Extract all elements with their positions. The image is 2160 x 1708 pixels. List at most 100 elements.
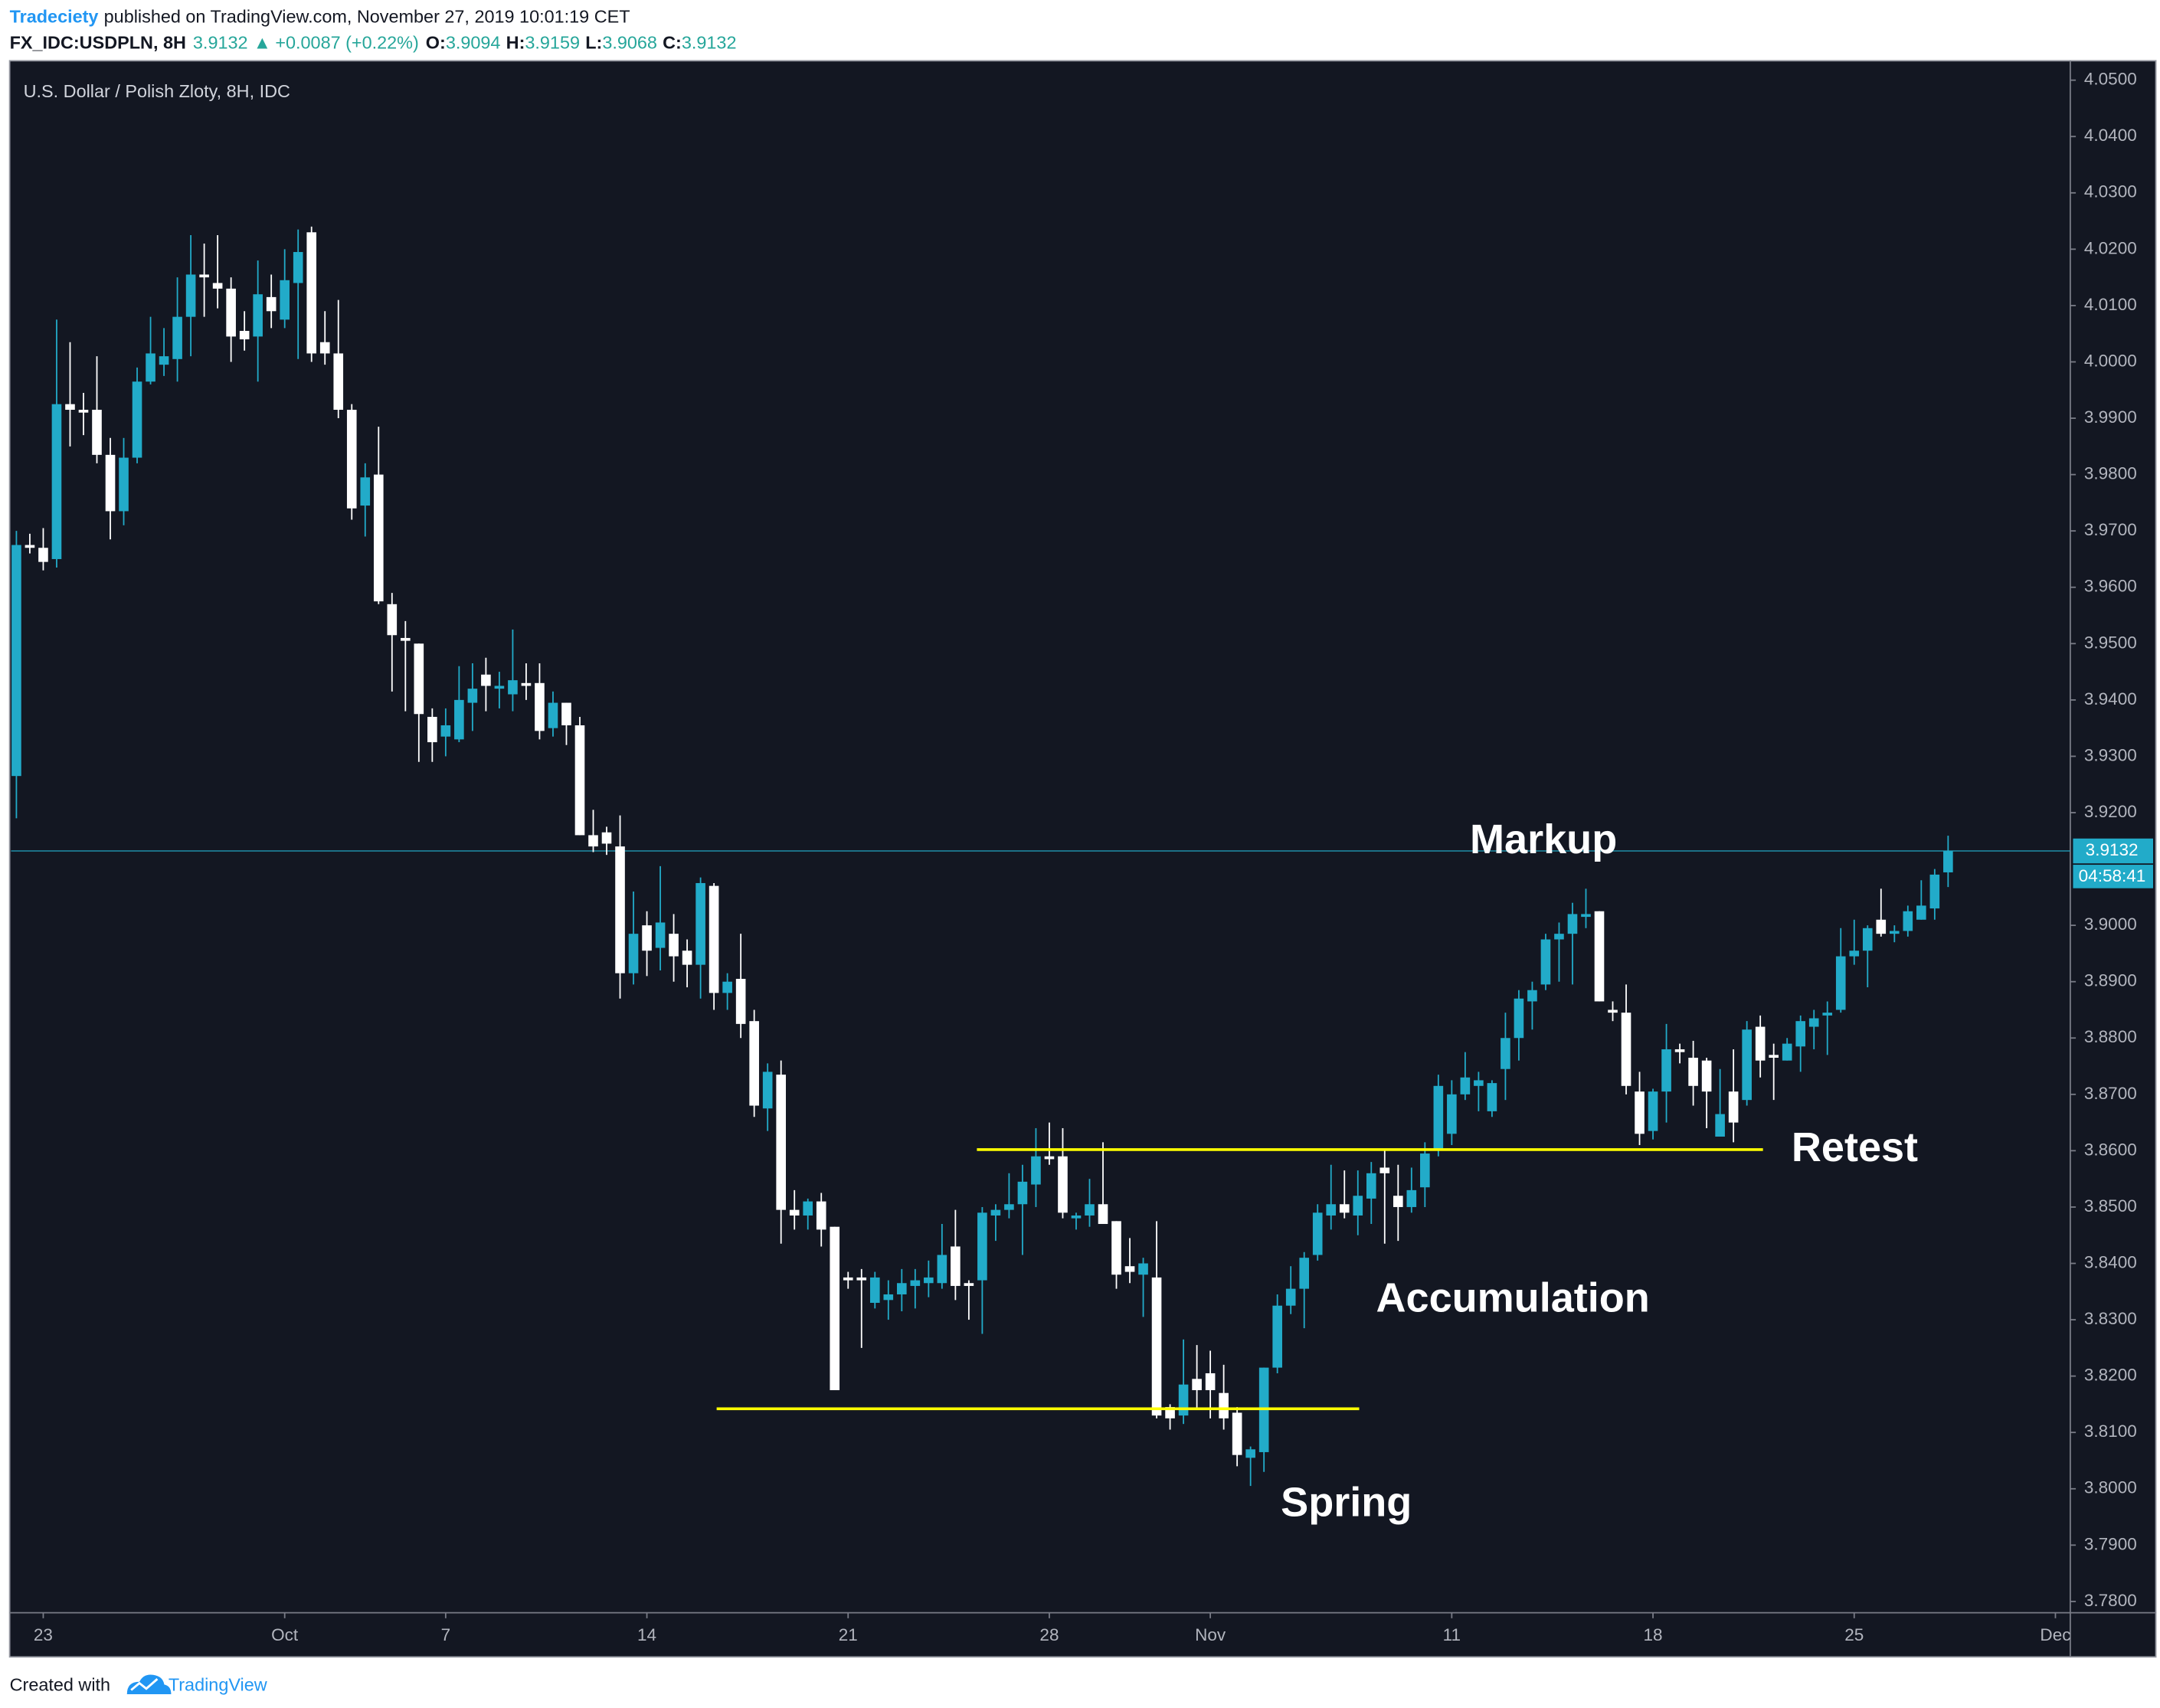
candle-body xyxy=(146,353,155,382)
candle-body xyxy=(1474,1080,1484,1086)
candle-body xyxy=(1111,1221,1121,1275)
candle-body xyxy=(1178,1384,1189,1416)
up-arrow: ▲ xyxy=(254,33,271,53)
candle-body xyxy=(1058,1156,1068,1213)
candle-body xyxy=(1245,1449,1255,1458)
candle-body xyxy=(816,1201,826,1230)
candle-body xyxy=(1554,934,1564,940)
candle-body xyxy=(1728,1091,1739,1123)
candle-body xyxy=(1621,1013,1631,1086)
x-tick-label: 23 xyxy=(34,1625,53,1644)
candle-body xyxy=(1527,990,1537,1002)
candle-body xyxy=(1701,1060,1712,1092)
candle-body xyxy=(1742,1029,1752,1101)
x-tick-label: Nov xyxy=(1195,1625,1226,1644)
candle-body xyxy=(1808,1018,1819,1027)
brand[interactable]: TradingView xyxy=(169,1674,267,1694)
annotation: Spring xyxy=(1281,1479,1412,1525)
low-label: L: xyxy=(585,33,602,53)
candle-body xyxy=(1795,1021,1806,1047)
candle-body xyxy=(1272,1305,1282,1368)
candle-body xyxy=(1943,851,1953,872)
candle-body xyxy=(467,689,478,703)
candle-body xyxy=(977,1212,987,1281)
candle-body xyxy=(548,702,558,728)
candle-body xyxy=(910,1280,921,1286)
candle-body xyxy=(1031,1156,1041,1185)
low-value: 3.9068 xyxy=(602,33,657,53)
y-tick-label: 3.8500 xyxy=(2084,1196,2137,1216)
candle-body xyxy=(615,846,625,973)
publish-line: Tradeciety published on TradingView.com, … xyxy=(10,7,630,27)
candle-body xyxy=(333,353,344,411)
candle-body xyxy=(669,934,679,957)
candle-body xyxy=(25,545,35,548)
y-tick-label: 4.0400 xyxy=(2084,126,2137,145)
candle-body xyxy=(494,685,505,689)
y-tick-label: 3.9200 xyxy=(2084,802,2137,821)
candle-body xyxy=(803,1201,813,1216)
candle-body xyxy=(346,410,357,509)
candle-body xyxy=(92,410,102,455)
candle-body xyxy=(65,404,75,411)
candle-body xyxy=(722,981,732,993)
chart-legend: U.S. Dollar / Polish Zloty, 8H, IDC xyxy=(24,81,290,101)
candle-body xyxy=(253,294,263,337)
candle-body xyxy=(1379,1167,1390,1173)
candle-body xyxy=(454,699,464,740)
candle-body xyxy=(1769,1055,1779,1059)
candle-body xyxy=(1124,1266,1135,1272)
candle-body xyxy=(78,410,89,413)
candle-body xyxy=(990,1209,1001,1216)
candle-body xyxy=(1312,1212,1323,1255)
candle-body xyxy=(159,356,169,365)
candle-body xyxy=(1393,1196,1403,1207)
y-tick-label: 3.8300 xyxy=(2084,1309,2137,1328)
plot: 3.7800 3.7900 3.8000 3.8100 3.8200 3.8300 3.84… xyxy=(11,70,2153,1644)
y-tick-label: 3.8000 xyxy=(2084,1478,2137,1497)
candle-body xyxy=(119,457,129,512)
candle-body xyxy=(1406,1189,1417,1207)
candle-body xyxy=(1822,1013,1833,1016)
close-label: C: xyxy=(663,33,682,53)
candle-body xyxy=(1674,1049,1685,1052)
y-tick-label: 3.9700 xyxy=(2084,520,2137,539)
y-tick-label: 4.0300 xyxy=(2084,182,2137,201)
x-tick-label: 14 xyxy=(637,1625,656,1644)
candle-body xyxy=(1138,1263,1148,1275)
y-tick-label: 3.8900 xyxy=(2084,971,2137,990)
y-tick-label: 3.9900 xyxy=(2084,407,2137,427)
candle-body xyxy=(521,682,532,686)
candle-body xyxy=(1339,1204,1350,1213)
candle-body xyxy=(883,1294,894,1301)
candle-body xyxy=(319,342,330,354)
candle-body xyxy=(373,474,384,602)
candle-body xyxy=(401,637,411,641)
candle-body xyxy=(1285,1288,1296,1306)
y-tick-label: 3.7800 xyxy=(2084,1591,2137,1610)
candle-body xyxy=(1608,1009,1618,1013)
x-tick-label: 25 xyxy=(1844,1625,1864,1644)
y-tick-label: 3.8800 xyxy=(2084,1027,2137,1046)
candle-body xyxy=(695,882,705,965)
candle-body xyxy=(709,885,719,993)
candle-body xyxy=(1017,1181,1028,1205)
candle-body xyxy=(869,1277,880,1304)
publisher[interactable]: Tradeciety xyxy=(10,7,99,27)
candle-body xyxy=(1071,1215,1082,1219)
last-price: 3.9132 xyxy=(193,33,248,53)
candle-body xyxy=(1755,1026,1766,1061)
candle-body xyxy=(628,934,639,973)
candle-body xyxy=(1594,911,1605,1002)
annotation: Accumulation xyxy=(1376,1274,1650,1320)
change: +0.0087 (+0.22%) xyxy=(275,33,418,53)
y-tick-label: 4.0200 xyxy=(2084,238,2137,257)
candle-body xyxy=(132,381,142,458)
candle-body xyxy=(830,1226,840,1391)
candle-body xyxy=(1044,1156,1055,1160)
candle-body xyxy=(38,548,48,562)
x-tick-label: 18 xyxy=(1644,1625,1663,1644)
open-label: O: xyxy=(426,33,446,53)
